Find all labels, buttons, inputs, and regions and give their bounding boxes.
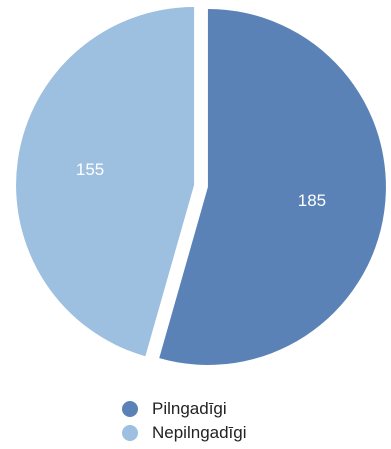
legend-item-pilngadigi: Pilngadīgi <box>122 398 247 420</box>
chart-legend: Pilngadīgi Nepilngadīgi <box>122 398 247 444</box>
pie-slice-nepilngadigi <box>16 7 195 357</box>
pie-slice-pilngadigi <box>159 8 386 365</box>
legend-label-pilngadigi: Pilngadīgi <box>152 399 227 418</box>
legend-swatch-nepilngadigi <box>122 425 138 441</box>
legend-label-nepilngadigi: Nepilngadīgi <box>152 423 247 442</box>
data-label-pilngadigi: 185 <box>298 191 326 210</box>
legend-item-nepilngadigi: Nepilngadīgi <box>122 422 247 444</box>
legend-swatch-pilngadigi <box>122 401 138 417</box>
data-label-nepilngadigi: 155 <box>76 160 104 179</box>
